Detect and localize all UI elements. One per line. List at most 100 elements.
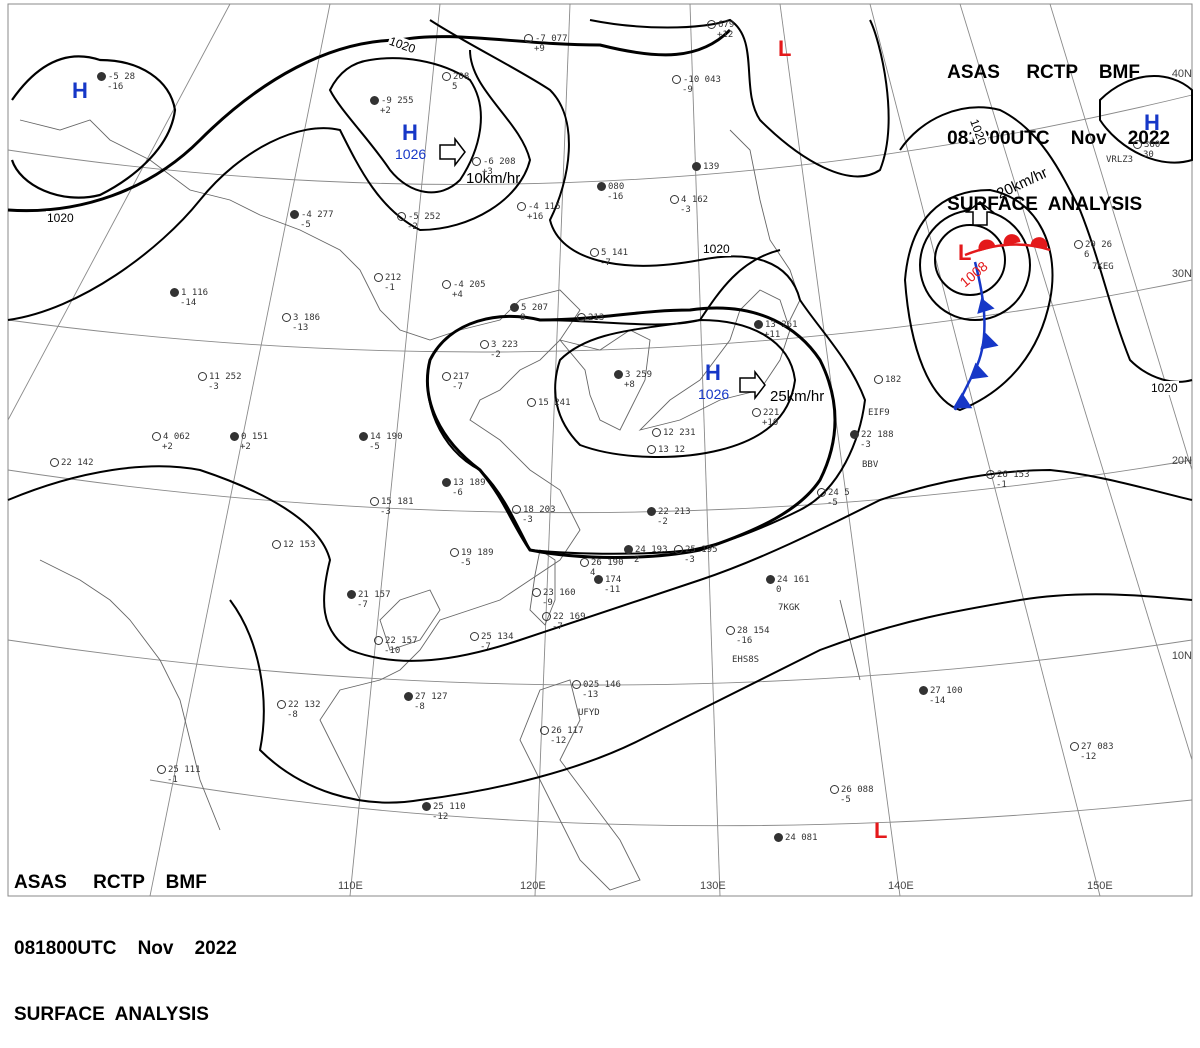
station-plot: 15 241 — [525, 398, 571, 408]
station-tendency: -16 — [736, 636, 753, 646]
station-plot: 20 26 6 — [1072, 240, 1112, 260]
cloud-cover-icon — [754, 320, 763, 329]
station-tendency: -12 — [550, 736, 567, 746]
ship-id: EIF9 — [868, 408, 890, 418]
cloud-cover-icon — [442, 372, 451, 381]
high-pressure-center: H — [72, 78, 88, 103]
cloud-cover-icon — [726, 626, 735, 635]
cloud-cover-icon — [442, 478, 451, 487]
station-plot: 24 193 2 — [622, 545, 668, 565]
cloud-cover-icon — [817, 488, 826, 497]
cloud-cover-icon — [472, 157, 481, 166]
station-value: 26 088 — [841, 785, 874, 795]
station-plot: 14 190 -5 — [357, 432, 403, 452]
header-bottom-left: ASAS RCTP BMF 081800UTC Nov 2022 SURFACE… — [14, 828, 237, 1048]
cloud-cover-icon — [470, 632, 479, 641]
station-plot: 25 195 -3 — [672, 545, 718, 565]
station-plot: 5 207 8 — [508, 303, 548, 323]
cloud-cover-icon — [919, 686, 928, 695]
station-tendency: -5 — [827, 498, 838, 508]
cloud-cover-icon — [524, 34, 533, 43]
station-value: 1 116 — [181, 288, 209, 298]
station-plot: 24 5 -5 — [815, 488, 850, 508]
station-plot: 213 — [575, 313, 604, 323]
station-value: -5 28 — [108, 72, 136, 82]
station-value: 27 127 — [415, 692, 448, 702]
ship-id: UFYD — [578, 708, 600, 718]
station-plot: 13 12 — [645, 445, 685, 455]
motion-arrows — [439, 136, 996, 401]
station-tendency: +16 — [527, 212, 544, 222]
lon-label-120e: 120E — [520, 880, 546, 892]
warm-front — [964, 234, 1051, 257]
header-line-3: SURFACE ANALYSIS — [947, 194, 1143, 215]
station-plot: 080 -16 — [595, 182, 624, 202]
cloud-cover-icon — [874, 375, 883, 384]
cloud-cover-icon — [652, 428, 661, 437]
station-tendency: 8 — [520, 313, 526, 323]
cloud-cover-icon — [532, 588, 541, 597]
motion-speed-label: 25km/hr — [770, 388, 825, 405]
station-tendency: -14 — [180, 298, 197, 308]
station-value: 22 142 — [61, 458, 94, 468]
station-plot: 3 223 -2 — [478, 340, 518, 360]
cloud-cover-icon — [512, 505, 521, 514]
station-tendency: -1 — [996, 480, 1007, 490]
station-value: -7 077 — [535, 34, 568, 44]
station-tendency: -7 — [552, 622, 563, 632]
motion-speed-label: 10km/hr — [466, 170, 521, 187]
station-tendency: 6 — [1084, 250, 1090, 260]
cloud-cover-icon — [404, 692, 413, 701]
lat-label-30n: 30N — [1171, 268, 1192, 280]
station-value: 12 231 — [663, 428, 696, 438]
station-plot: 0 151 +2 — [228, 432, 268, 452]
high-pressure-center: H — [1144, 110, 1160, 135]
station-value: 25 111 — [168, 765, 201, 775]
station-value: 0 151 — [241, 432, 269, 442]
station-plot: -4 205 +4 — [440, 280, 486, 300]
station-tendency: -3 — [680, 205, 691, 215]
station-plot: -4 277 -5 — [288, 210, 334, 230]
station-value: 26 153 — [997, 470, 1030, 480]
station-value: 22 213 — [658, 507, 691, 517]
cloud-cover-icon — [152, 432, 161, 441]
lon-label-130e: 130E — [700, 880, 726, 892]
station-value: 12 153 — [283, 540, 316, 550]
station-tendency: -3 — [860, 440, 871, 450]
station-plot: 212 -1 — [372, 273, 401, 293]
cloud-cover-icon — [674, 545, 683, 554]
cloud-cover-icon — [540, 726, 549, 735]
station-tendency: -3 — [208, 382, 219, 392]
station-value: 11 252 — [209, 372, 242, 382]
header-line-1: ASAS RCTP BMF — [14, 872, 207, 893]
lat-label-20n: 20N — [1171, 455, 1192, 467]
cloud-cover-icon — [198, 372, 207, 381]
station-plot: -6 208 +3 — [470, 157, 516, 177]
station-plot: 28 154 -16 — [724, 626, 770, 646]
lon-label-110e: 110E — [338, 880, 363, 892]
station-tendency: -5 — [460, 558, 471, 568]
cloud-cover-icon — [614, 370, 623, 379]
station-plot: 27 083 -12 — [1068, 742, 1114, 762]
cloud-cover-icon — [442, 280, 451, 289]
cloud-cover-icon — [422, 802, 431, 811]
cloud-cover-icon — [1070, 742, 1079, 751]
map-frame — [7, 3, 1193, 897]
station-value: 208 — [453, 72, 470, 82]
station-plot: 025 146 -13 — [570, 680, 621, 700]
cloud-cover-icon — [230, 432, 239, 441]
station-plot: 23 160 -9 — [530, 588, 576, 608]
station-value: 14 190 — [370, 432, 403, 442]
cloud-cover-icon — [672, 75, 681, 84]
header-line-1: ASAS RCTP BMF — [947, 62, 1140, 83]
station-tendency: -8 — [287, 710, 298, 720]
station-tendency: -13 — [582, 690, 599, 700]
cloud-cover-icon — [97, 72, 106, 81]
low-pressure-center: L — [874, 818, 888, 843]
cloud-cover-icon — [272, 540, 281, 549]
station-plot: 25 110 -12 — [420, 802, 466, 822]
station-tendency: 30 — [1143, 150, 1154, 160]
ship-id: 7KGK — [778, 603, 800, 613]
station-value: 18 203 — [523, 505, 556, 515]
cloud-cover-icon — [572, 680, 581, 689]
